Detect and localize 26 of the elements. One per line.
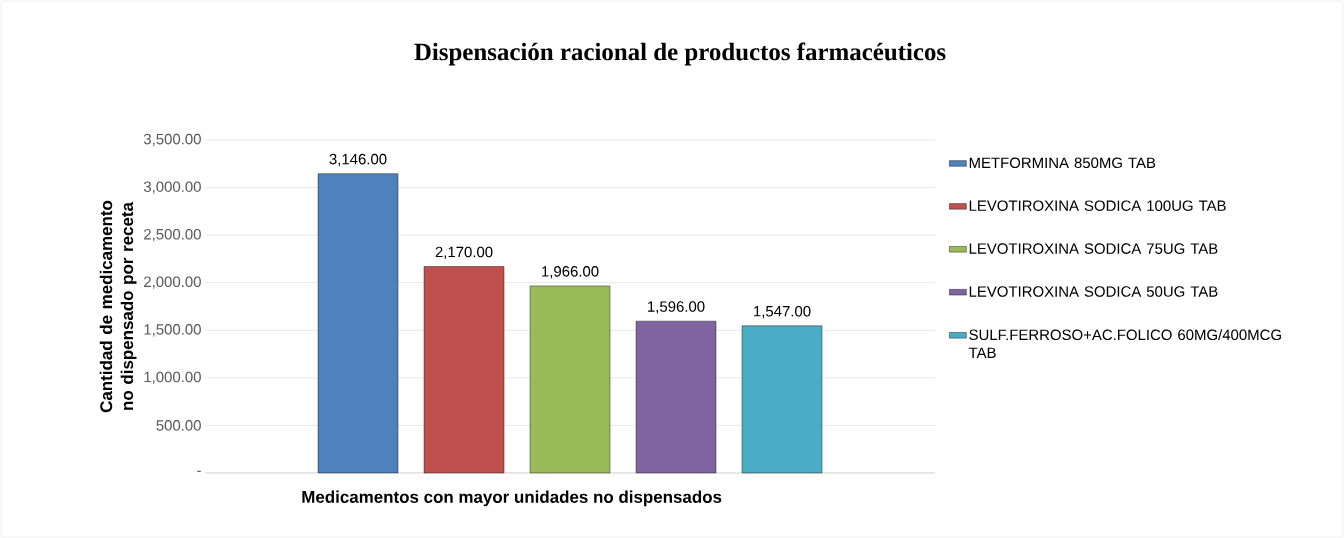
chart-title: Dispensación racional de productos farmacéuticos bbox=[414, 42, 946, 66]
y-tick-label: 2,500.00 bbox=[144, 228, 201, 242]
bar bbox=[423, 266, 505, 474]
bar bbox=[741, 325, 823, 474]
legend-label: LEVOTIROXINA SODICA 50UG TAB bbox=[969, 286, 1218, 297]
data-label: 1,966.00 bbox=[542, 266, 599, 279]
data-label: 1,596.00 bbox=[648, 301, 705, 314]
bar bbox=[317, 173, 399, 474]
legend-label: SULF.FERROSO+AC.FOLICO 60MG/400MCG TAB bbox=[968, 329, 1281, 358]
bar bbox=[635, 320, 717, 474]
legend-label: LEVOTIROXINA SODICA 100UG TAB bbox=[969, 200, 1226, 211]
data-label: 1,547.00 bbox=[754, 305, 811, 319]
y-tick-label: 3,000.00 bbox=[143, 181, 201, 194]
legend-label: METFORMINA 850MG TAB bbox=[969, 157, 1156, 169]
y-tick-label: - bbox=[197, 470, 201, 472]
x-axis-title: Medicamentos con mayor unidades no dispensados bbox=[302, 490, 722, 507]
y-tick-label: 1,000.00 bbox=[144, 371, 201, 385]
legend-label: LEVOTIROXINA SODICA 75UG TAB bbox=[969, 243, 1218, 254]
bar bbox=[529, 285, 611, 474]
y-tick-label: 3,500.00 bbox=[143, 133, 201, 147]
y-tick-label: 2,000.00 bbox=[144, 276, 201, 289]
y-axis-title: Cantidad de medicamento no dispensado por receta bbox=[99, 200, 137, 413]
y-tick-label: 500.00 bbox=[156, 420, 201, 431]
data-label: 2,170.00 bbox=[435, 246, 493, 259]
y-tick-label: 1,500.00 bbox=[144, 324, 201, 337]
data-label: 3,146.00 bbox=[329, 153, 387, 167]
